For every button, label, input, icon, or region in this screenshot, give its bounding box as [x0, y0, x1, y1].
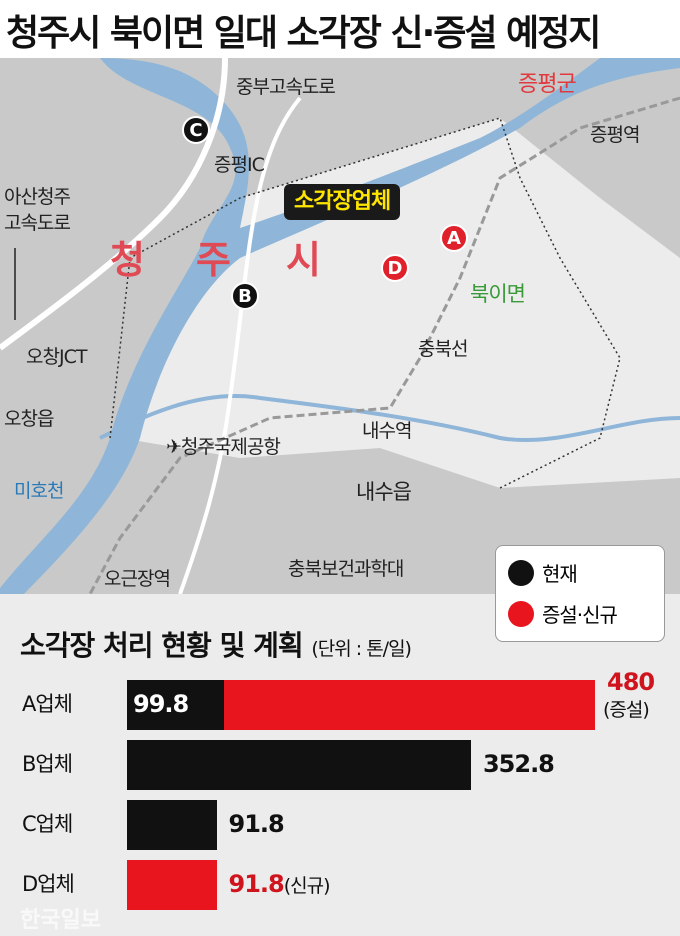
page-title: 청주시 북이면 일대 소각장 신·증설 예정지	[6, 13, 601, 54]
label-jeungpyeong-ic: 증평IC	[214, 154, 265, 176]
bar	[127, 740, 471, 790]
category-label: A업체	[22, 692, 73, 716]
legend-label: 증설·신규	[542, 603, 618, 627]
incinerator-callout: 소각장업체	[284, 184, 401, 220]
stream	[99, 394, 680, 443]
river	[0, 58, 680, 594]
railway	[88, 96, 680, 594]
watermark-logo: 한국일보	[20, 908, 101, 933]
chart-area: 소각장 처리 현황 및 계획 (단위 : 톤/일) A업체 480 (증설) 99.8…	[0, 594, 680, 936]
marker-d[interactable]: D	[381, 254, 409, 282]
bar	[127, 860, 217, 910]
value-note: (신규)	[283, 875, 331, 897]
legend-dot-icon	[508, 559, 534, 586]
label-naesu: 내수읍	[356, 480, 412, 504]
label-jeungpyeong-station: 증평역	[590, 124, 640, 146]
label-jeungpyeong-gun: 증평군	[518, 72, 577, 97]
value-note: (증설)	[603, 699, 650, 721]
label-college: 충북보건과학대	[288, 558, 404, 580]
bar	[127, 800, 217, 850]
boundary	[109, 117, 621, 489]
city-label-2: 주	[196, 238, 231, 282]
category-label: C업체	[22, 812, 73, 836]
value-label: 352.8	[482, 750, 555, 778]
category-label: B업체	[22, 752, 73, 776]
chart-unit: (단위 : 톤/일)	[311, 638, 412, 660]
label-naesu-station: 내수역	[362, 420, 412, 442]
legend-dot-icon	[508, 600, 534, 627]
label-bugi: 북이면	[470, 282, 526, 306]
bar	[224, 680, 595, 730]
label-mihocheon: 미호천	[14, 480, 64, 502]
map-shapes	[0, 58, 680, 594]
marker-c[interactable]: C	[182, 116, 210, 144]
value-label: 480 (증설)	[603, 668, 655, 724]
jungbu-expressway	[0, 58, 228, 351]
inner-value-label: 99.8	[133, 690, 189, 718]
chart-title: 소각장 처리 현황 및 계획 (단위 : 톤/일)	[20, 629, 412, 662]
label-jungbu: 중부고속도로	[236, 76, 336, 98]
legend-label: 현재	[542, 562, 578, 586]
label-ochang: 오창읍	[4, 408, 54, 430]
label-ochang-jct: 오창JCT	[26, 346, 87, 368]
marker-b[interactable]: B	[231, 282, 259, 310]
airplane-icon: ✈	[166, 436, 182, 458]
bar	[127, 680, 225, 730]
map: 중부고속도로 증평군 증평역 증평IC 아산청주 고속도로 오창JCT 오창읍 …	[0, 58, 680, 594]
value-label: 91.8(신규)	[228, 870, 331, 898]
label-asan2: 고속도로	[4, 212, 71, 234]
label-airport: ✈청주국제공항	[166, 436, 281, 458]
city-label-3: 시	[286, 238, 321, 282]
label-ogeunjang: 오근장역	[104, 568, 171, 590]
label-chungbuk-line: 충북선	[418, 338, 468, 360]
label-asan1: 아산청주	[4, 186, 71, 208]
legend-item-current: 현재	[508, 558, 664, 587]
legend-item-new: 증설·신규	[508, 599, 664, 628]
value-label: 91.8	[228, 810, 285, 838]
road	[178, 96, 302, 594]
marker-a[interactable]: A	[440, 224, 468, 252]
legend: 현재 증설·신규	[495, 545, 665, 642]
bugi-area	[120, 118, 680, 488]
category-label: D업체	[22, 872, 75, 896]
city-label-1: 청	[110, 238, 145, 282]
